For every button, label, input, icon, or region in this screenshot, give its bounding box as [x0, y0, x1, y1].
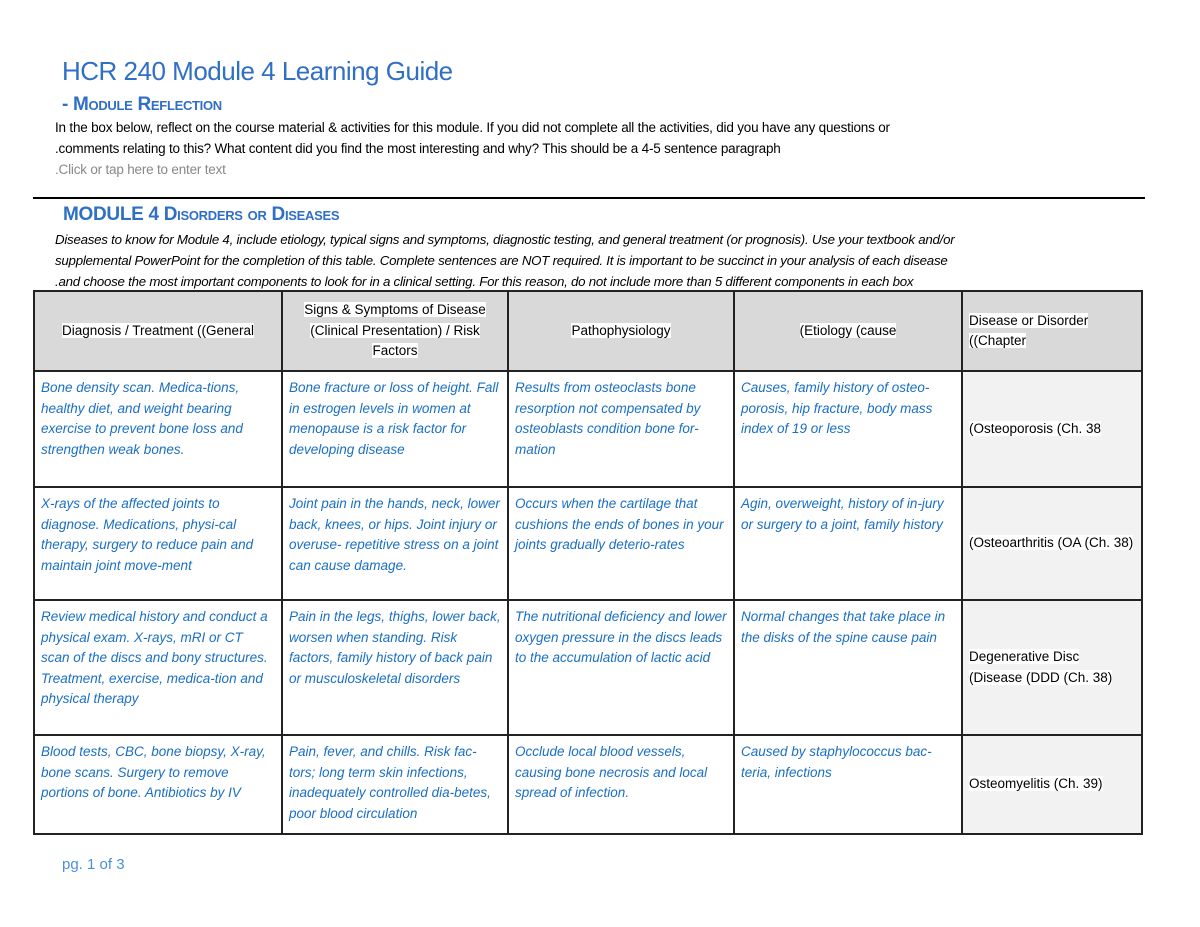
cell-pathophysiology[interactable]: The nutritional deficiency and lower oxy… [507, 599, 735, 736]
table-row: Blood tests, CBC, bone biopsy, X-ray, bo… [33, 734, 1143, 835]
reflection-input[interactable]: .Click or tap here to enter text [55, 162, 226, 177]
cell-pathophysiology[interactable]: Occlude local blood vessels, causing bon… [507, 734, 735, 835]
header-signs: Signs & Symptoms of Disease (Clinical Pr… [281, 290, 509, 372]
cell-signs[interactable]: Pain in the legs, thighs, lower back, wo… [281, 599, 509, 736]
header-pathophysiology: Pathophysiology [507, 290, 735, 372]
cell-diagnosis[interactable]: Review medical history and conduct a phy… [33, 599, 283, 736]
table-row: Bone density scan. Medica-tions, healthy… [33, 370, 1143, 488]
diseases-heading: MODULE 4 Disorders or Diseases [63, 204, 340, 225]
divider [33, 197, 1145, 199]
cell-diagnosis[interactable]: Bone density scan. Medica-tions, healthy… [33, 370, 283, 488]
cell-disease[interactable]: Osteomyelitis (Ch. 39) [961, 734, 1143, 835]
header-diagnosis: Diagnosis / Treatment ((General [33, 290, 283, 372]
page-title: HCR 240 Module 4 Learning Guide [62, 56, 453, 86]
cell-etiology[interactable]: Normal changes that take place in the di… [733, 599, 963, 736]
disease-table: Diagnosis / Treatment ((General Signs & … [33, 290, 1143, 835]
header-disease: Disease or Disorder ((Chapter [961, 290, 1143, 372]
diseases-instructions-3: .and choose the most important component… [55, 274, 914, 289]
reflection-instructions-2: .comments relating to this? What content… [55, 141, 781, 156]
cell-etiology[interactable]: Caused by staphylococcus bac-teria, infe… [733, 734, 963, 835]
diseases-instructions-1: Diseases to know for Module 4, include e… [55, 232, 955, 247]
reflection-instructions-1: In the box below, reflect on the course … [55, 120, 890, 135]
cell-signs[interactable]: Joint pain in the hands, neck, lower bac… [281, 486, 509, 601]
cell-signs[interactable]: Pain, fever, and chills. Risk fac-tors; … [281, 734, 509, 835]
cell-diagnosis[interactable]: X-rays of the affected joints to diagnos… [33, 486, 283, 601]
cell-pathophysiology[interactable]: Occurs when the cartilage that cushions … [507, 486, 735, 601]
cell-diagnosis[interactable]: Blood tests, CBC, bone biopsy, X-ray, bo… [33, 734, 283, 835]
page-number: pg. 1 of 3 [62, 856, 125, 873]
table-row: X-rays of the affected joints to diagnos… [33, 486, 1143, 601]
cell-disease[interactable]: (Osteoarthritis (OA (Ch. 38) [961, 486, 1143, 601]
diseases-instructions-2: supplemental PowerPoint for the completi… [55, 253, 948, 268]
cell-signs[interactable]: Bone fracture or loss of height. Fall in… [281, 370, 509, 488]
table-header-row: Diagnosis / Treatment ((General Signs & … [33, 290, 1143, 372]
reflection-heading: - Module Reflection [62, 94, 222, 115]
table-row: Review medical history and conduct a phy… [33, 599, 1143, 736]
cell-pathophysiology[interactable]: Results from osteoclasts bone resorption… [507, 370, 735, 488]
header-etiology: (Etiology (cause [733, 290, 963, 372]
cell-disease[interactable]: (Osteoporosis (Ch. 38 [961, 370, 1143, 488]
cell-etiology[interactable]: Causes, family history of osteo-porosis,… [733, 370, 963, 488]
cell-disease[interactable]: Degenerative Disc (Disease (DDD (Ch. 38) [961, 599, 1143, 736]
cell-etiology[interactable]: Agin, overweight, history of in-jury or … [733, 486, 963, 601]
